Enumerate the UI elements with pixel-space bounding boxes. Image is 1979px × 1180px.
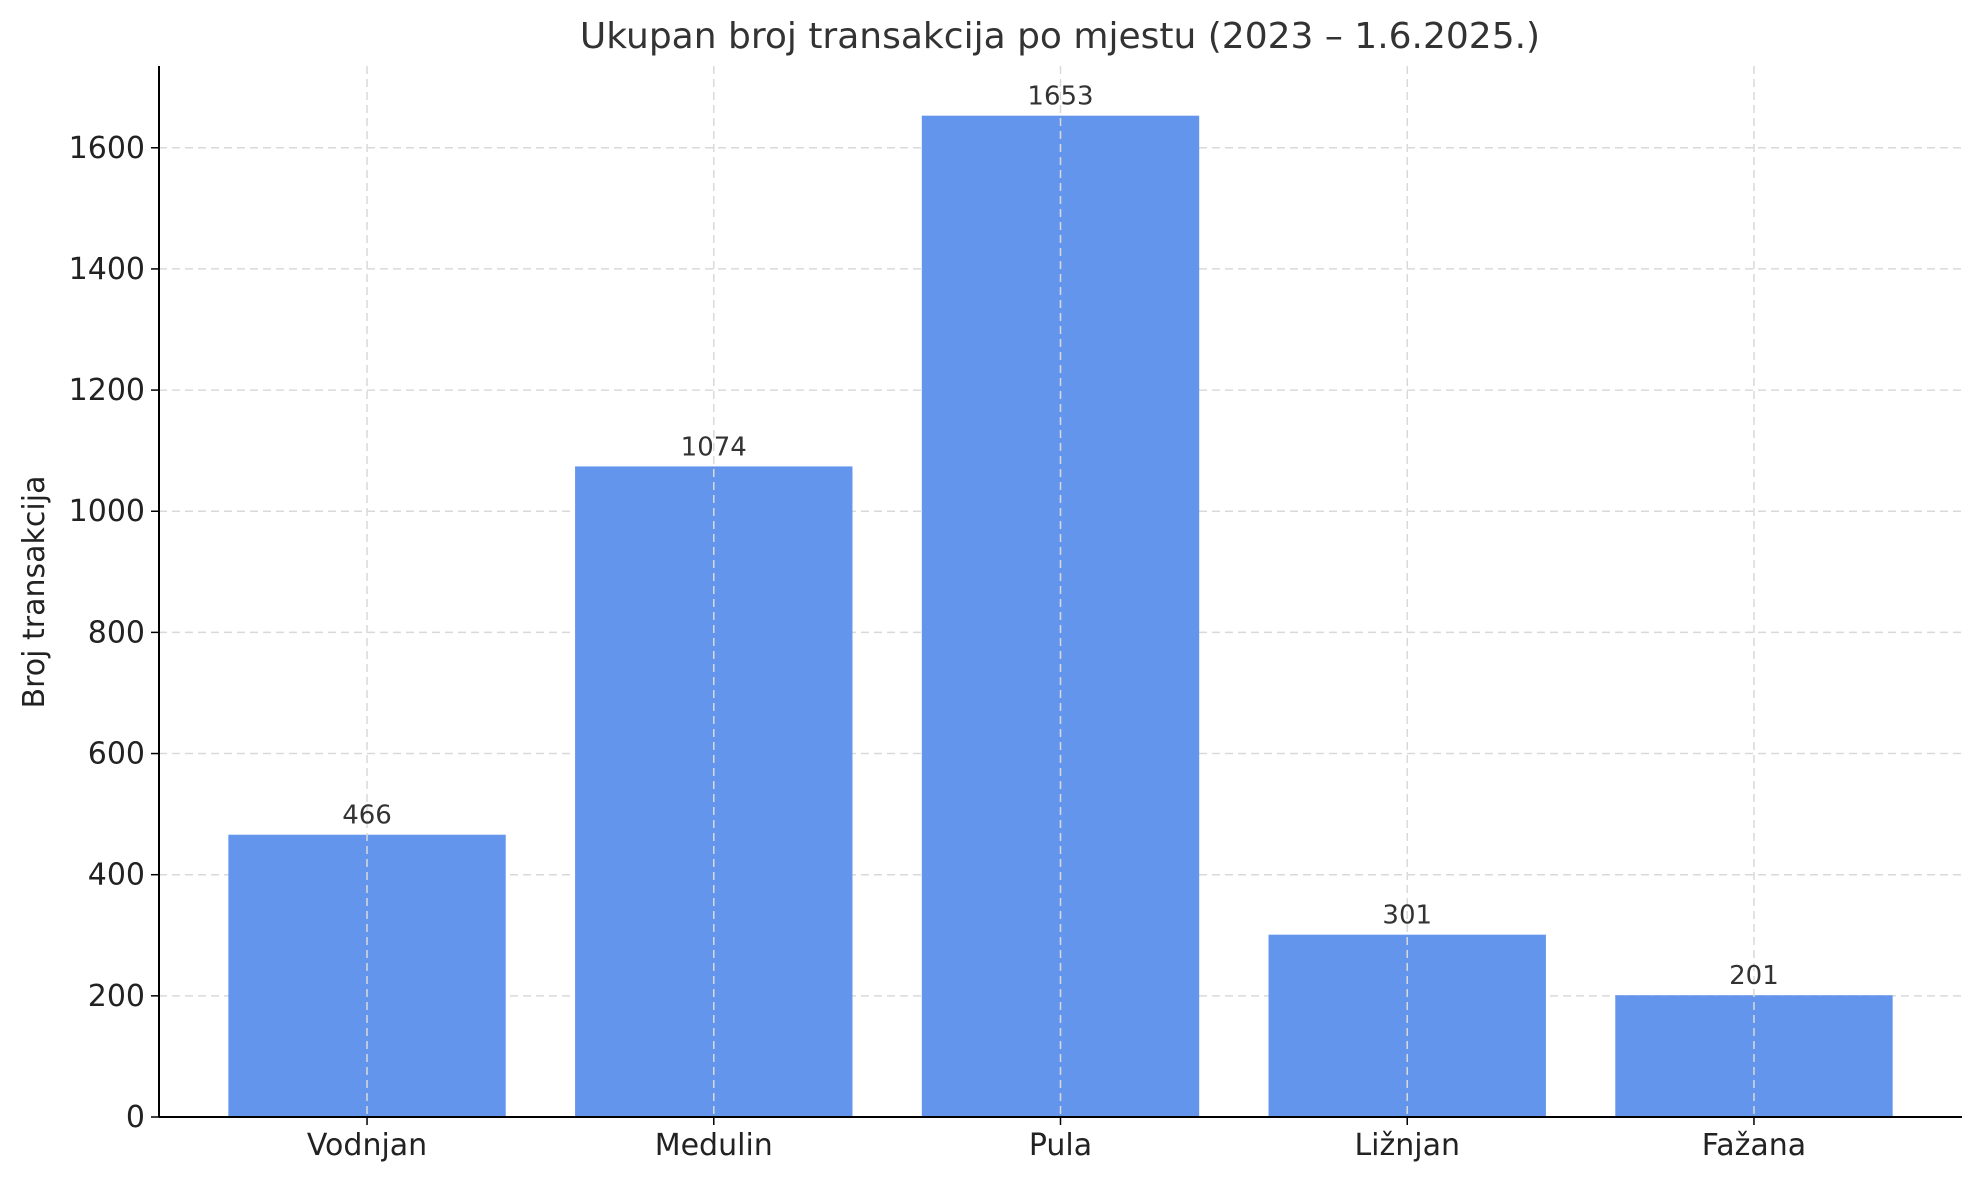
x-axis-ticks: Vodnjan Medulin Pula Ližnjan Fažana <box>307 1117 1806 1163</box>
y-axis-ticks: 0 200 400 600 800 1000 1200 1400 1600 <box>69 131 159 1135</box>
y-tick-label: 400 <box>88 858 145 893</box>
data-label: 301 <box>1382 901 1432 931</box>
data-label: 201 <box>1729 961 1779 991</box>
data-label: 466 <box>342 801 392 831</box>
data-labels: 466 1074 1653 301 201 <box>342 82 1779 992</box>
x-tick-label: Ližnjan <box>1354 1128 1460 1163</box>
y-tick-label: 1000 <box>69 494 145 529</box>
x-tick-label: Medulin <box>655 1128 773 1163</box>
y-tick-label: 600 <box>88 737 145 772</box>
chart-title: Ukupan broj transakcija po mjestu (2023 … <box>580 16 1540 57</box>
bar <box>1268 934 1546 1117</box>
y-axis-label: Broj transakcija <box>17 476 52 709</box>
data-label: 1074 <box>681 432 747 462</box>
y-tick-label: 800 <box>88 615 145 650</box>
y-tick-label: 200 <box>88 979 145 1014</box>
x-tick-label: Fažana <box>1702 1128 1806 1163</box>
data-label: 1653 <box>1027 82 1093 112</box>
vertical-grid-lines <box>366 66 1755 1117</box>
y-tick-label: 1400 <box>69 252 145 287</box>
y-tick-label: 0 <box>126 1100 145 1135</box>
y-tick-label: 1600 <box>69 131 145 166</box>
x-tick-label: Pula <box>1029 1128 1092 1163</box>
y-tick-label: 1200 <box>69 373 145 408</box>
x-tick-label: Vodnjan <box>307 1128 427 1163</box>
